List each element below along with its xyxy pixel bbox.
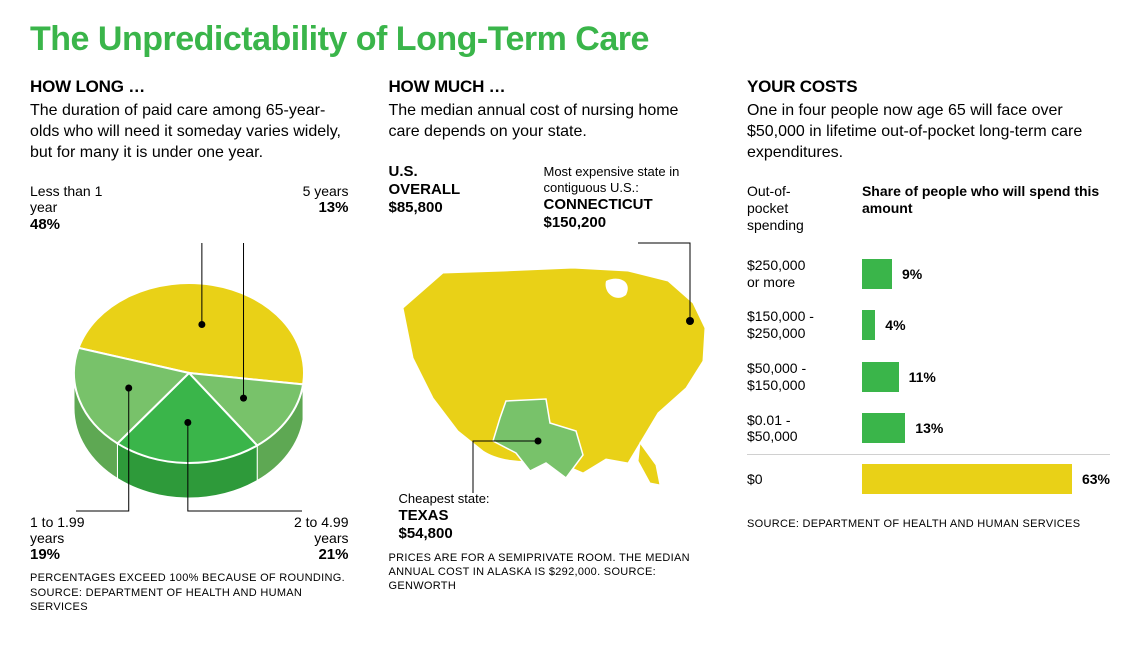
pie-chart bbox=[44, 243, 334, 523]
bar-row: $50,000 -$150,000 11% bbox=[747, 351, 1110, 403]
map-wrap: U.S.OVERALL $85,800 Most expensive state… bbox=[388, 163, 706, 543]
pie-footnote: PERCENTAGES EXCEED 100% BECAUSE OF ROUND… bbox=[30, 571, 348, 614]
bar-cell: 4% bbox=[862, 310, 1110, 340]
bar-rect bbox=[862, 413, 905, 443]
bar-cell: 13% bbox=[862, 413, 1110, 443]
bar-cell: 9% bbox=[862, 259, 1110, 289]
pie-column: HOW LONG … The duration of paid care amo… bbox=[30, 77, 348, 614]
map-column: HOW MUCH … The median annual cost of nur… bbox=[388, 77, 706, 614]
bars-body: $250,000or more 9% $150,000 -$250,000 4% $50… bbox=[747, 248, 1110, 503]
us-map bbox=[388, 163, 728, 543]
pie-label-0-pct: 48% bbox=[30, 216, 60, 233]
pie-label-3-pct: 19% bbox=[30, 546, 60, 563]
bar-value: 63% bbox=[1082, 471, 1110, 487]
bars-sub: One in four people now age 65 will face … bbox=[747, 101, 1110, 163]
bar-row: $0 63% bbox=[747, 454, 1110, 503]
pie-label-1-text: 5 years bbox=[303, 183, 349, 199]
bars-footnote: SOURCE: DEPARTMENT OF HEALTH AND HUMAN S… bbox=[747, 517, 1110, 531]
pie-wrap: Less than 1year 48% 5 years 13% 2 to 4.9… bbox=[30, 183, 348, 563]
bar-header-left: Out-of-pocketspending bbox=[747, 183, 862, 233]
map-footnote: PRICES ARE FOR A SEMIPRIVATE ROOM. THE M… bbox=[388, 551, 706, 594]
bar-range: $0.01 -$50,000 bbox=[747, 412, 862, 446]
bar-header-right: Share of people who will spend this amou… bbox=[862, 183, 1110, 233]
bars-heading: YOUR COSTS bbox=[747, 77, 1110, 97]
bar-range: $150,000 -$250,000 bbox=[747, 308, 862, 342]
bar-range: $0 bbox=[747, 471, 862, 488]
bar-rect bbox=[862, 362, 899, 392]
bars-column: YOUR COSTS One in four people now age 65… bbox=[747, 77, 1110, 614]
page-title: The Unpredictability of Long-Term Care bbox=[30, 20, 1110, 59]
bar-rect bbox=[862, 259, 892, 289]
bar-cell: 11% bbox=[862, 362, 1110, 392]
bar-range: $50,000 -$150,000 bbox=[747, 360, 862, 394]
pie-label-1-pct: 13% bbox=[318, 199, 348, 216]
bar-value: 11% bbox=[909, 369, 936, 385]
pie-label-0-text: Less than 1year bbox=[30, 183, 102, 215]
bar-rect bbox=[862, 464, 1072, 494]
bar-rect bbox=[862, 310, 875, 340]
bar-row: $0.01 -$50,000 13% bbox=[747, 403, 1110, 455]
pie-label-2-pct: 21% bbox=[318, 546, 348, 563]
bar-headers: Out-of-pocketspending Share of people wh… bbox=[747, 183, 1110, 233]
pie-sub: The duration of paid care among 65-year-… bbox=[30, 101, 348, 163]
map-heading: HOW MUCH … bbox=[388, 77, 706, 97]
bar-value: 13% bbox=[915, 420, 943, 436]
columns: HOW LONG … The duration of paid care amo… bbox=[30, 77, 1110, 614]
pie-label-1: 5 years 13% bbox=[303, 183, 349, 216]
bar-range: $250,000or more bbox=[747, 257, 862, 291]
bar-value: 9% bbox=[902, 266, 922, 282]
bar-value: 4% bbox=[885, 317, 905, 333]
pie-heading: HOW LONG … bbox=[30, 77, 348, 97]
pie-label-0: Less than 1year 48% bbox=[30, 183, 102, 232]
bar-row: $250,000or more 9% bbox=[747, 248, 1110, 300]
bar-row: $150,000 -$250,000 4% bbox=[747, 299, 1110, 351]
bar-cell: 63% bbox=[862, 464, 1110, 494]
map-sub: The median annual cost of nursing home c… bbox=[388, 101, 706, 143]
